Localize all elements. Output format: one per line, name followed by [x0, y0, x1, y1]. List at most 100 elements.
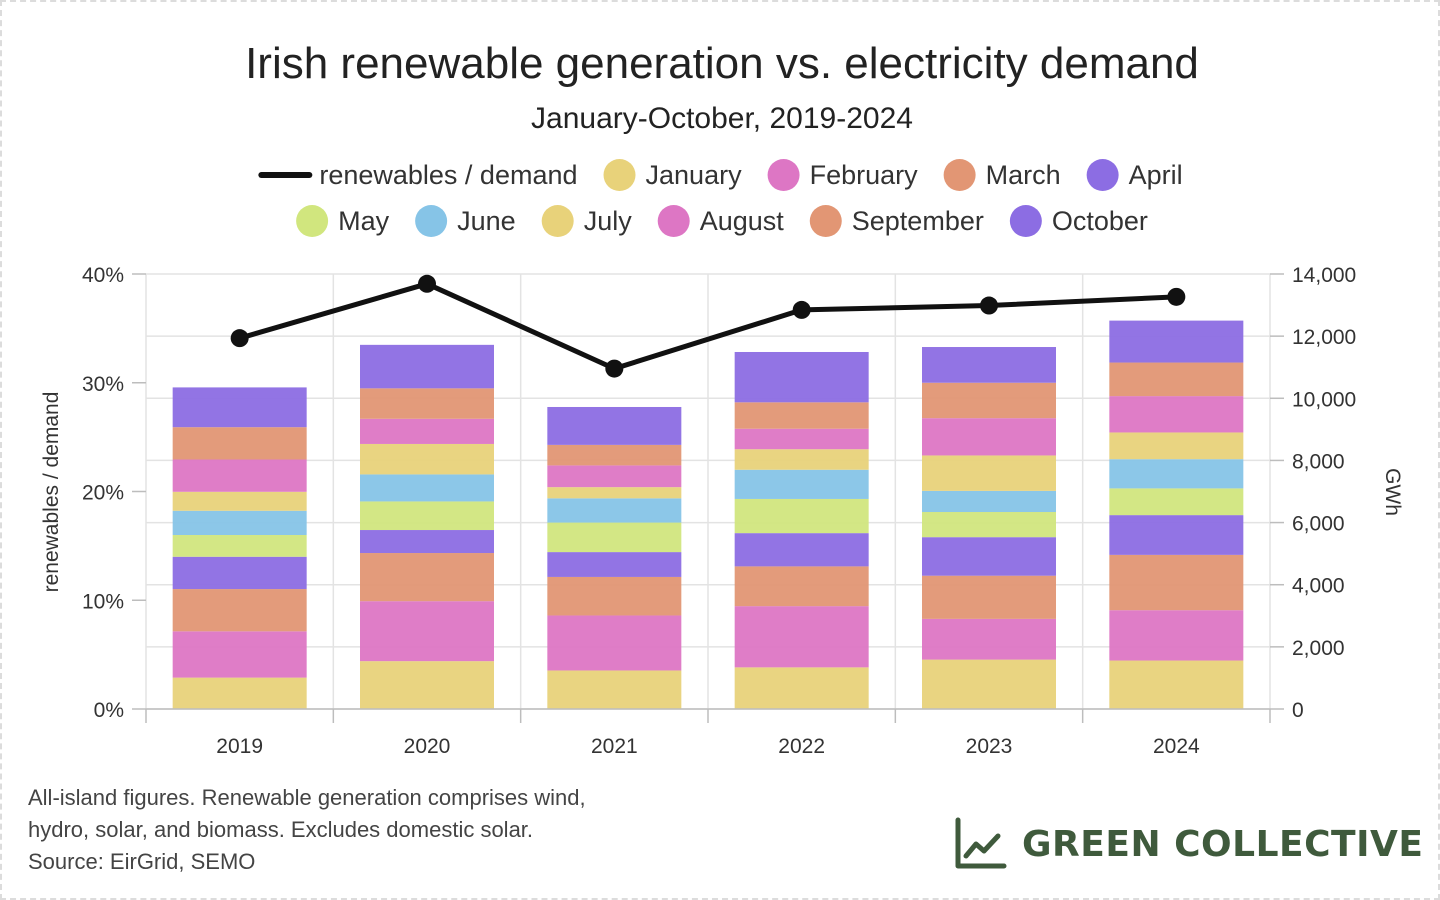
right-tick-label: 8,000 [1292, 450, 1345, 473]
bar-segment-april [1109, 515, 1244, 555]
bar-segment-may [734, 498, 869, 534]
bar-segment-may [922, 512, 1056, 538]
bar-segment-february [922, 618, 1056, 660]
legend-item-october: October [1009, 205, 1148, 237]
right-tick-label: 10,000 [1292, 388, 1356, 411]
bars [172, 320, 1244, 709]
legend-item-march: March [943, 159, 1061, 191]
left-axis-title: renewables / demand [40, 392, 63, 593]
legend-item-september: September [809, 205, 984, 237]
right-tick-label: 12,000 [1292, 326, 1356, 349]
right-tick-label: 14,000 [1292, 264, 1356, 287]
bar-segment-july [1109, 432, 1244, 460]
bar-segment-october [172, 387, 307, 428]
line-chart-icon [955, 817, 1007, 869]
bar-segment-october [1109, 320, 1244, 363]
legend-label: June [457, 206, 516, 236]
legend-label: October [1052, 206, 1148, 236]
bar-segment-may [172, 535, 307, 557]
footnote-line: All-island figures. Renewable generation… [28, 785, 586, 810]
bar-segment-august [922, 418, 1056, 456]
ratio-point [605, 359, 624, 378]
legend-item-august: August [657, 205, 784, 237]
legend-swatch [943, 159, 976, 191]
bar-segment-august [734, 428, 869, 450]
bar-segment-september [360, 388, 494, 419]
bar-segment-july [172, 491, 307, 511]
legend-swatch [296, 205, 329, 237]
legend-label: May [338, 206, 390, 236]
legend-swatch [657, 205, 690, 237]
bar-segment-february [547, 615, 682, 671]
ratio-point [418, 274, 436, 293]
legend-item-june: June [415, 205, 516, 237]
bar-segment-may [1109, 488, 1244, 516]
bar-segment-september [1109, 362, 1244, 397]
bar-segment-february [734, 606, 869, 668]
bar-segment-august [360, 418, 494, 444]
ratio-point [980, 296, 998, 315]
x-tick-label: 2020 [404, 735, 451, 758]
left-tick-label: 30% [82, 373, 124, 396]
axes: 2019 2020 2021 2022 2023 2024 0% 10% 20% 30% 40% 0 2… [82, 264, 1356, 758]
legend-label: January [646, 160, 743, 190]
legend-item-may: May [296, 205, 390, 237]
ratio-point [1167, 287, 1186, 306]
left-tick-label: 0% [94, 699, 124, 722]
x-tick-label: 2024 [1153, 735, 1200, 758]
bar-segment-march [922, 575, 1056, 619]
ratio-point [792, 300, 811, 319]
bar-segment-october [734, 351, 869, 403]
left-tick-label: 40% [82, 264, 124, 287]
bar-segment-february [1109, 610, 1244, 661]
chart-title: Irish renewable generation vs. electrici… [245, 39, 1199, 88]
left-tick-label: 20% [82, 482, 124, 505]
bar-segment-may [360, 501, 494, 531]
legend-swatch [1086, 159, 1119, 191]
bar-segment-september [922, 382, 1056, 419]
legend-item-april: April [1086, 159, 1183, 191]
x-tick-label: 2022 [778, 735, 825, 758]
bar-segment-october [922, 347, 1056, 383]
legend-label: July [584, 206, 633, 236]
bar-segment-february [360, 601, 494, 662]
brand-name: GREEN COLLECTIVE [1022, 823, 1424, 865]
bar-segment-march [360, 553, 494, 602]
bar-segment-july [547, 487, 682, 499]
right-tick-label: 4,000 [1292, 575, 1345, 598]
legend-swatch [541, 205, 574, 237]
left-tick-label: 10% [82, 590, 124, 613]
bar-segment-july [734, 449, 869, 470]
bar-segment-october [360, 344, 494, 389]
ratio-point [230, 329, 249, 348]
legend-item-renewables-demand: renewables / demand [258, 160, 578, 190]
footnote: All-island figures. Renewable generation… [28, 782, 728, 878]
legend-label: September [852, 206, 984, 236]
footnote-source: Source: EirGrid, SEMO [28, 849, 256, 874]
bar-segment-june [172, 510, 307, 535]
x-tick-label: 2021 [591, 735, 638, 758]
right-tick-label: 6,000 [1292, 513, 1345, 536]
right-tick-label: 0 [1292, 699, 1304, 722]
legend-swatch [809, 205, 842, 237]
legend: renewables / demand January February March A… [258, 159, 1183, 237]
legend-label: renewables / demand [319, 160, 577, 190]
bar-segment-april [922, 537, 1056, 576]
bar-segment-january [922, 659, 1056, 709]
bar-segment-february [172, 631, 307, 678]
legend-item-july: July [541, 205, 633, 237]
x-tick-label: 2019 [216, 735, 263, 758]
bar-segment-january [734, 667, 869, 709]
legend-swatch [415, 205, 448, 237]
x-tick-label: 2023 [966, 735, 1013, 758]
bar-segment-july [922, 455, 1056, 491]
legend-swatch [767, 159, 800, 191]
bar-segment-january [360, 661, 494, 709]
bar-segment-january [172, 677, 307, 709]
legend-label: April [1129, 160, 1183, 190]
bar-segment-march [1109, 554, 1244, 611]
right-axis-title: GWh [1381, 468, 1404, 516]
bar-segment-march [172, 589, 307, 632]
legend-label: February [810, 160, 919, 190]
